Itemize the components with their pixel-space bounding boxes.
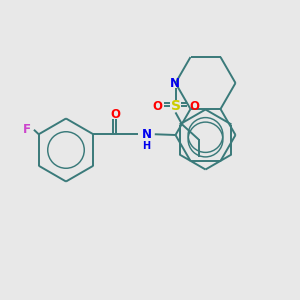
Text: N: N bbox=[142, 128, 152, 141]
Text: N: N bbox=[170, 76, 180, 89]
Text: S: S bbox=[170, 99, 181, 113]
Text: O: O bbox=[111, 108, 121, 121]
Text: O: O bbox=[152, 100, 162, 113]
Text: O: O bbox=[189, 100, 199, 113]
Text: F: F bbox=[23, 123, 31, 136]
Text: H: H bbox=[142, 141, 151, 151]
